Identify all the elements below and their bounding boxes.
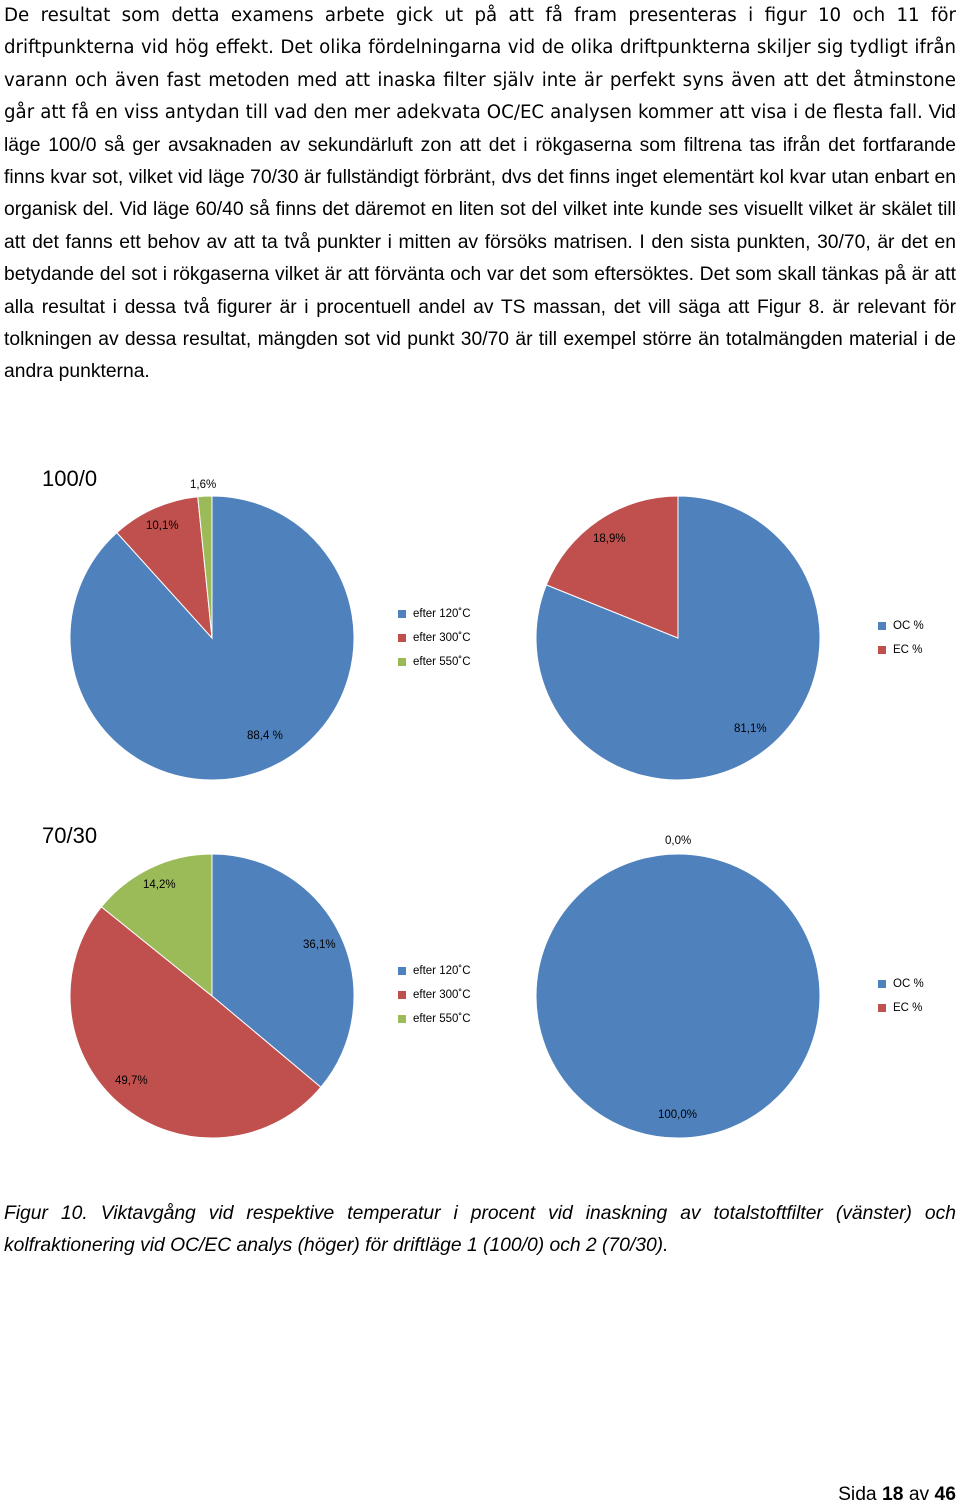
- pie-chart-70-30-ash: [69, 853, 355, 1139]
- legend-label: efter 120˚C: [413, 965, 471, 977]
- legend-item: efter 550˚C: [398, 650, 471, 674]
- legend-label: EC %: [893, 1002, 923, 1014]
- pie-slice-efter-120-c: [211, 853, 355, 1088]
- legend-label: OC %: [893, 620, 924, 632]
- footer-total-pages: 46: [934, 1484, 956, 1505]
- pie-chart-100-0-ash: [69, 495, 355, 781]
- pie3-label-blue: 100,0%: [658, 1109, 698, 1121]
- legend-label: efter 550˚C: [413, 656, 471, 668]
- legend-label: efter 300˚C: [413, 632, 471, 644]
- pie-slice-oc: [535, 853, 821, 1139]
- legend-swatch-green: [398, 1015, 406, 1023]
- legend-swatch-blue: [398, 967, 406, 975]
- row1-title: 100/0: [42, 466, 98, 491]
- row2-title: 70/30: [42, 823, 98, 848]
- pie-slice-efter-550-c: [197, 495, 213, 639]
- legend-swatch-green: [398, 658, 406, 666]
- legend-right-row1: OC % EC %: [878, 614, 924, 662]
- legend-item: efter 300˚C: [398, 983, 471, 1007]
- legend-swatch-blue: [878, 980, 886, 988]
- pie-chart-100-0-ocec: [535, 495, 821, 781]
- legend-item: efter 550˚C: [398, 1007, 471, 1031]
- legend-label: efter 550˚C: [413, 1013, 471, 1025]
- pie3-label-red: 0,0%: [665, 835, 692, 847]
- legend-left-row2: efter 120˚C efter 300˚C efter 550˚C: [398, 959, 471, 1031]
- legend-swatch-red: [878, 1004, 886, 1012]
- pie-slice-efter-550-c: [100, 853, 213, 998]
- legend-item: EC %: [878, 638, 924, 662]
- pie2-label-green: 14,2%: [143, 879, 176, 891]
- page-footer: Sida 18 av 46: [838, 1484, 956, 1506]
- pie1-label-blue: 81,1%: [734, 723, 767, 735]
- footer-prefix: Sida: [838, 1484, 883, 1505]
- legend-left-row1: efter 120˚C efter 300˚C efter 550˚C: [398, 602, 471, 674]
- legend-label: EC %: [893, 644, 923, 656]
- legend-label: efter 300˚C: [413, 989, 471, 1001]
- pie0-label-green: 1,6%: [190, 479, 217, 491]
- pie-slice-efter-300-c: [116, 496, 213, 640]
- pie-slice-efter-300-c: [69, 906, 322, 1139]
- legend-right-row2: OC % EC %: [878, 972, 924, 1020]
- pie0-label-red: 10,1%: [146, 520, 179, 532]
- body-paragraph-part1: De resultat som detta examens arbete gic…: [4, 5, 956, 124]
- legend-item: efter 120˚C: [398, 959, 471, 983]
- pie1-label-red: 18,9%: [593, 533, 626, 545]
- legend-swatch-red: [398, 634, 406, 642]
- legend-item: OC %: [878, 614, 924, 638]
- pie0-label-blue: 88,4 %: [247, 730, 283, 742]
- legend-item: EC %: [878, 996, 924, 1020]
- legend-swatch-blue: [878, 622, 886, 630]
- pie-slice-ec: [545, 495, 679, 639]
- legend-swatch-blue: [398, 610, 406, 618]
- body-paragraph-part2: Vid läge 100/0 så ger avsaknaden av seku…: [4, 102, 956, 383]
- pie2-label-blue: 36,1%: [303, 939, 336, 951]
- legend-swatch-red: [878, 646, 886, 654]
- legend-swatch-red: [398, 991, 406, 999]
- legend-label: efter 120˚C: [413, 608, 471, 620]
- footer-middle: av: [903, 1484, 935, 1505]
- figure-caption: Figur 10. Viktavgång vid respektive temp…: [4, 1203, 956, 1257]
- pie2-label-red: 49,7%: [115, 1075, 148, 1087]
- legend-item: efter 300˚C: [398, 626, 471, 650]
- pie-chart-70-30-ocec: [535, 853, 821, 1139]
- legend-item: efter 120˚C: [398, 602, 471, 626]
- footer-page-number: 18: [882, 1484, 904, 1505]
- legend-label: OC %: [893, 978, 924, 990]
- body-paragraph: De resultat som detta examens arbete gic…: [4, 0, 956, 389]
- legend-item: OC %: [878, 972, 924, 996]
